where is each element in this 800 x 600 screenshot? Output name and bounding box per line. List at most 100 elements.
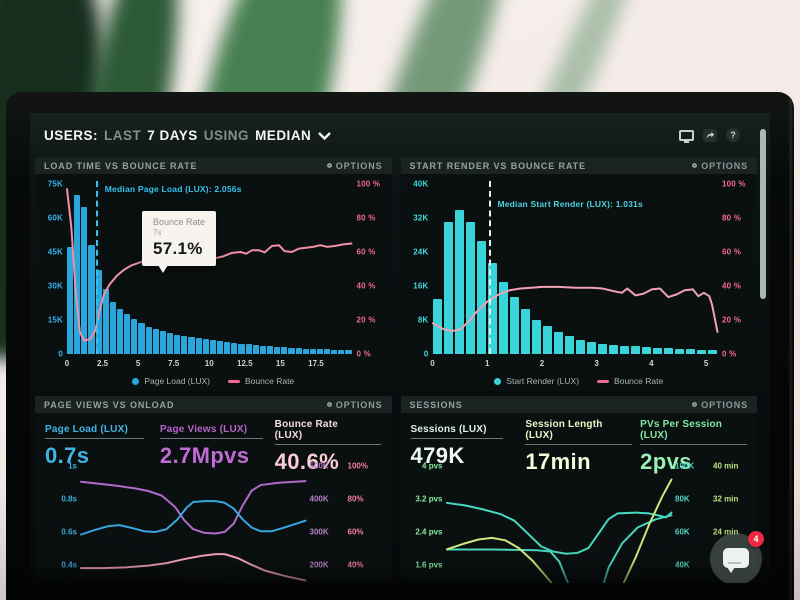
y-axis-tick-row: 80K 32 min — [675, 494, 749, 503]
y-axis-left: 40K 32K 24K 16K 8K 0 — [405, 180, 431, 359]
chat-button[interactable]: 4 — [710, 531, 764, 583]
gear-icon — [326, 163, 332, 168]
median-dropdown-value: MEDIAN — [255, 127, 312, 143]
y-axis-tick: 100 % — [356, 179, 381, 189]
x-axis-tick: 4 — [649, 359, 654, 368]
y-axis-tick: 8K — [417, 315, 429, 325]
options-label: OPTIONS — [701, 399, 748, 410]
x-axis: 0 2.5 5 7.5 10 12.5 15 17.5 — [64, 359, 352, 369]
panel-page-views-vs-onload: PAGE VIEWS VS ONLOAD OPTIONS Page Load (… — [35, 396, 392, 583]
histogram-bar — [498, 281, 508, 354]
legend-label: Start Render (LUX) — [506, 376, 580, 386]
monitor-icon[interactable] — [679, 129, 694, 143]
histogram-bar — [195, 338, 202, 354]
histogram-bar — [102, 289, 109, 354]
options-label: OPTIONS — [335, 399, 383, 410]
histogram-bar — [166, 333, 174, 354]
y-axis-tick: 0 % — [356, 349, 371, 359]
help-icon[interactable]: ? — [726, 128, 740, 142]
legend-line-icon — [228, 379, 241, 383]
histogram-bar — [685, 349, 695, 354]
metric-value: 40.6% — [274, 449, 340, 474]
y-axis-right: 100K 40 min 80K 32 min 60K 24 min 40K — [675, 461, 749, 583]
histogram-bar — [707, 350, 717, 354]
histogram-bar — [531, 320, 541, 354]
y-axis-tick: 32K — [413, 213, 429, 223]
chevron-down-icon — [318, 132, 332, 140]
x-axis: 0 1 2 3 4 5 — [430, 359, 718, 369]
legend-line-icon — [597, 379, 610, 383]
x-axis-tick: 7.5 — [168, 359, 180, 368]
options-button[interactable]: OPTIONS — [692, 400, 748, 410]
histogram-bar — [124, 314, 131, 354]
share-icon[interactable] — [703, 128, 717, 142]
histogram-bar — [619, 345, 629, 354]
x-axis-tick: 2.5 — [97, 359, 109, 368]
histogram-bar — [252, 345, 259, 354]
y-axis-tick-row: 300K 60% — [310, 527, 384, 536]
histogram-bar — [88, 245, 95, 354]
histogram-bar — [202, 339, 209, 354]
y-axis-tick: 100 % — [722, 179, 746, 189]
y-axis-tick: 60K — [47, 213, 63, 223]
histogram-bar — [309, 348, 316, 354]
metrics-row: Sessions (LUX) 479K Session Length (LUX)… — [401, 413, 758, 475]
options-button[interactable]: OPTIONS — [326, 399, 383, 410]
y-axis-tick: 4 pvs — [422, 461, 443, 470]
scrollbar-track[interactable] — [760, 121, 766, 575]
histogram-bar — [159, 331, 166, 354]
histogram-bar — [224, 342, 231, 354]
metric-value: 2pvs — [640, 449, 692, 474]
legend-item: Bounce Rate — [597, 376, 663, 386]
y-axis-tick: 20 % — [356, 315, 376, 325]
y-axis-tick: 40 min — [713, 461, 739, 470]
series-lines — [81, 461, 306, 583]
gear-icon — [692, 163, 698, 168]
panel-header: START RENDER VS BOUNCE RATE OPTIONS — [400, 157, 757, 174]
panel-grid: LOAD TIME VS BOUNCE RATE OPTIONS Median … — [35, 157, 757, 583]
median-annotation: Median Start Render (LUX): 1.031s — [497, 199, 643, 210]
dashboard-screen: USERS: LAST 7 DAYS USING MEDIAN ? — [30, 113, 770, 583]
y-axis-left: 75K 60K 45K 30K 15K 0 — [39, 180, 65, 359]
plot-area: Median Page Load (LUX): 2.056s — [67, 181, 352, 354]
histogram-bar — [652, 347, 662, 354]
median-dropdown[interactable]: MEDIAN — [255, 127, 332, 143]
histogram-bar — [338, 349, 345, 354]
tooltip-x-value: 7s — [152, 227, 162, 237]
histogram-bar — [641, 347, 651, 354]
options-button[interactable]: OPTIONS — [692, 161, 748, 171]
metric-label: Session Length (LUX) — [525, 419, 633, 445]
legend-item: Bounce Rate — [228, 376, 294, 386]
bounce-rate-line — [67, 184, 352, 354]
histogram-bar — [597, 343, 607, 354]
y-axis-tick: 300K — [309, 527, 329, 536]
y-axis-tick: 60% — [347, 527, 364, 536]
histogram-bar — [331, 349, 338, 354]
options-button[interactable]: OPTIONS — [326, 161, 383, 171]
histogram-bar — [316, 349, 324, 354]
y-axis-tick: 32 min — [713, 494, 739, 503]
median-line — [96, 181, 99, 354]
histogram-bar — [188, 337, 195, 354]
y-axis-tick: 80 % — [356, 213, 376, 223]
metric-page-load: Page Load (LUX) 0.7s — [45, 419, 152, 475]
histogram-bar — [696, 349, 706, 354]
y-axis-tick: 400K — [309, 494, 329, 503]
scrollbar-thumb[interactable] — [760, 129, 766, 299]
chat-unread-badge: 4 — [748, 531, 764, 547]
legend-item: Start Render (LUX) — [494, 376, 579, 386]
x-axis-tick: 1 — [484, 359, 490, 368]
y-axis-tick: 60 % — [356, 247, 376, 257]
histogram-bar — [295, 348, 302, 354]
plot-area — [81, 461, 306, 583]
bar-series — [67, 184, 352, 354]
histogram-bar — [476, 241, 486, 354]
histogram-bar — [542, 326, 552, 354]
x-axis-tick: 0 — [64, 359, 70, 368]
x-axis-tick: 15 — [275, 359, 285, 368]
metrics-row: Page Load (LUX) 0.7s Page Views (LUX) 2.… — [35, 413, 392, 475]
panel-title: SESSIONS — [409, 399, 463, 410]
y-axis-tick: 100K — [675, 461, 695, 470]
x-axis-tick: 17.5 — [308, 359, 324, 368]
header-users-label: USERS: — [44, 127, 99, 143]
